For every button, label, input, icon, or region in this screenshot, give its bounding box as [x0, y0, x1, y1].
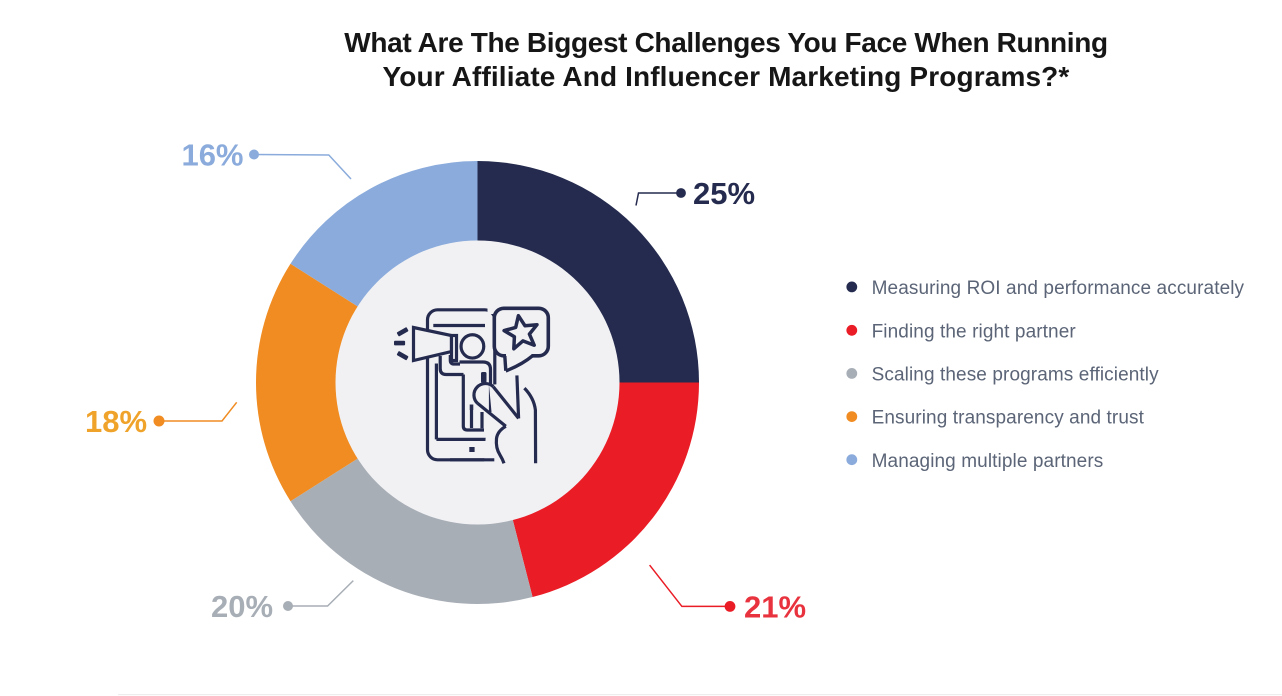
svg-text:Ensuring transparency and trus: Ensuring transparency and trust: [872, 408, 1145, 429]
svg-text:16%: 16%: [181, 138, 243, 173]
svg-text:Measuring ROI and performance: Measuring ROI and performance accurately: [872, 278, 1245, 299]
svg-text:21%: 21%: [744, 589, 806, 624]
svg-text:25%: 25%: [693, 176, 755, 211]
svg-text:Scaling these programs efficie: Scaling these programs efficiently: [872, 365, 1160, 386]
svg-text:18%: 18%: [85, 404, 147, 439]
svg-text:20%: 20%: [211, 589, 273, 624]
svg-text:Managing multiple partners: Managing multiple partners: [872, 451, 1104, 472]
svg-text:Finding the right partner: Finding the right partner: [872, 321, 1077, 342]
